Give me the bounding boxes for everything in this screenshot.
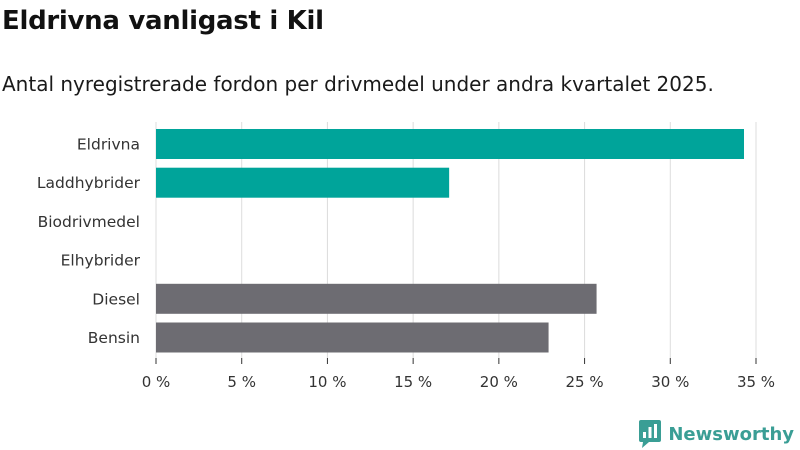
category-label: Diesel xyxy=(92,290,140,308)
grid-layer xyxy=(155,122,757,358)
bar-bensin xyxy=(156,322,549,353)
tick-label: 5 % xyxy=(227,373,256,391)
category-label: Biodrivmedel xyxy=(38,213,140,231)
chart-subtitle: Antal nyregistrerade fordon per drivmede… xyxy=(2,72,714,96)
bar-eldrivna xyxy=(156,129,744,159)
bar-chart: Eldrivna Laddhybrider Biodrivmedel Elhybrid… xyxy=(37,122,775,391)
bar-diesel xyxy=(156,283,597,314)
tick-label: 15 % xyxy=(394,373,432,391)
tick-label: 10 % xyxy=(308,373,346,391)
tick-label: 20 % xyxy=(480,373,518,391)
brand-logo: Newsworthy xyxy=(638,419,794,449)
brand-name: Newsworthy xyxy=(668,423,794,445)
category-label: Elhybrider xyxy=(61,252,141,270)
x-axis-ticks: 0 % 5 % 10 % 15 % 20 % 25 % 30 % 35 % xyxy=(142,358,775,391)
category-labels: Eldrivna Laddhybrider Biodrivmedel Elhybrid… xyxy=(37,136,141,348)
category-label: Eldrivna xyxy=(77,136,140,154)
bars-layer xyxy=(156,129,744,353)
category-label: Bensin xyxy=(88,329,140,347)
tick-label: 30 % xyxy=(651,373,689,391)
category-label: Laddhybrider xyxy=(37,174,141,192)
bar-laddhybrider xyxy=(156,167,450,198)
tick-label: 35 % xyxy=(737,373,775,391)
tick-label: 25 % xyxy=(566,373,604,391)
newsworthy-logo-icon xyxy=(639,420,662,448)
tick-label: 0 % xyxy=(142,373,171,391)
chart-title: Eldrivna vanligast i Kil xyxy=(2,6,324,36)
